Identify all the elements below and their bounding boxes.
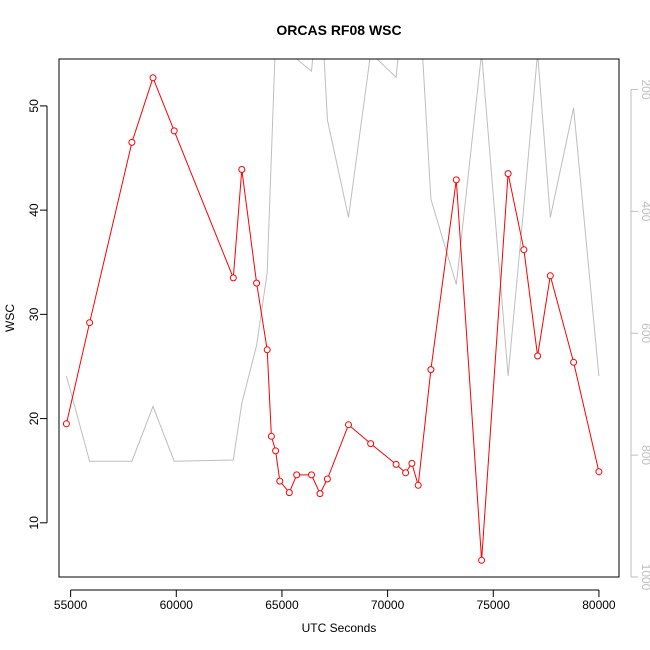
data-point — [520, 246, 528, 254]
data-point — [392, 460, 400, 468]
data-point — [149, 74, 157, 82]
secondary-y-axis: 200 400 600 800 1000 — [630, 79, 650, 591]
data-point — [308, 471, 315, 479]
data-point — [345, 421, 352, 429]
data-point — [86, 319, 94, 327]
data-point — [534, 352, 542, 360]
y-axis: 10 20 30 40 50 — [27, 99, 48, 530]
y2-tick-label: 400 — [639, 201, 650, 221]
data-point — [504, 170, 512, 178]
data-point — [427, 366, 435, 374]
y2-tick-label: 800 — [639, 445, 650, 465]
data-point — [170, 127, 178, 135]
x-tick-label: 55000 — [54, 598, 88, 612]
data-point — [408, 459, 416, 467]
data-point — [229, 274, 237, 282]
data-point — [570, 358, 578, 366]
y-tick-label: 20 — [27, 412, 41, 426]
y-tick-label: 40 — [27, 203, 41, 217]
data-point — [367, 440, 375, 448]
data-point — [546, 272, 554, 280]
data-point — [267, 432, 275, 440]
primary-series — [62, 74, 603, 564]
x-tick-label: 80000 — [582, 598, 616, 612]
data-point — [595, 468, 603, 476]
y2-tick-label: 200 — [639, 79, 650, 99]
data-point — [323, 475, 331, 483]
data-point — [414, 481, 422, 489]
data-point — [285, 489, 293, 497]
y2-tick-label: 600 — [639, 323, 650, 343]
data-point — [263, 346, 271, 354]
y-tick-label: 50 — [27, 99, 41, 113]
data-point — [128, 138, 136, 146]
y-tick-label: 30 — [27, 307, 41, 321]
primary-series-line — [65, 76, 600, 561]
plot-frame — [58, 58, 620, 578]
data-point — [276, 477, 284, 485]
secondary-series-line — [65, 59, 600, 462]
x-tick-label: 70000 — [371, 598, 405, 612]
data-point — [478, 556, 486, 564]
data-point — [293, 471, 301, 479]
data-point — [452, 176, 460, 184]
y-tick-label: 10 — [27, 516, 41, 530]
x-axis: 55000 60000 65000 70000 75000 80000 — [54, 589, 616, 612]
data-point — [316, 490, 324, 498]
data-point — [402, 469, 410, 477]
data-point — [62, 420, 70, 428]
y2-tick-label: 1000 — [639, 564, 650, 591]
x-tick-label: 75000 — [477, 598, 511, 612]
y-axis-label: WSC — [3, 304, 17, 332]
data-point — [253, 279, 261, 287]
x-tick-label: 60000 — [160, 598, 194, 612]
x-tick-label: 65000 — [265, 598, 299, 612]
secondary-series — [65, 59, 600, 462]
data-point — [272, 447, 280, 455]
chart-title: ORCAS RF08 WSC — [276, 22, 401, 38]
x-axis-label: UTC Seconds — [302, 621, 377, 635]
data-point — [238, 166, 246, 173]
